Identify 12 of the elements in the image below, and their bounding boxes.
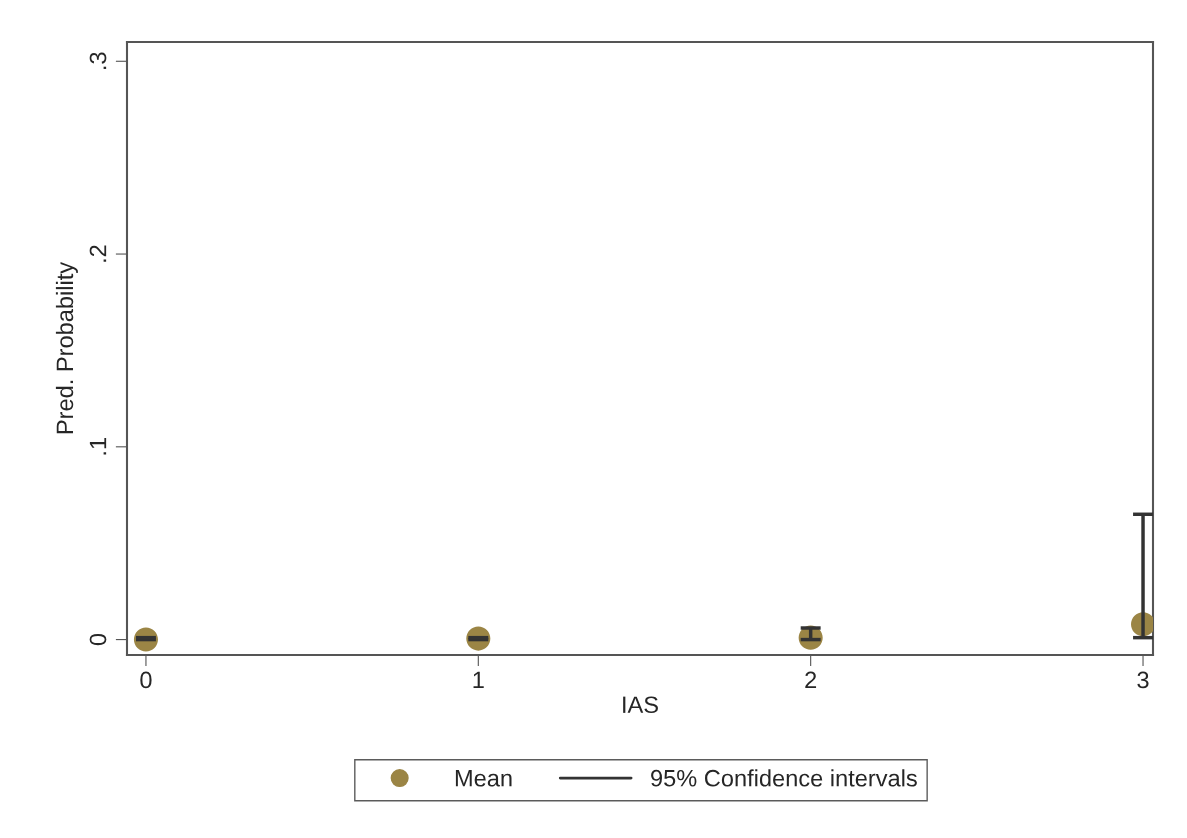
y-tick-label: .3	[89, 52, 107, 69]
x-tick-label: 3	[1137, 671, 1149, 689]
text: 95% Confidence intervals	[651, 769, 917, 787]
y-tick-label: 0	[89, 633, 107, 646]
legend-label: Mean	[455, 770, 512, 787]
y-tick-label: .1	[89, 438, 107, 455]
x-tick-label: 1	[473, 671, 484, 689]
y-tick-label: .2	[89, 245, 107, 262]
x-axis-title: IAS	[623, 696, 658, 714]
x-tick-label: 2	[805, 671, 817, 689]
x-tick-label: 0	[140, 671, 152, 689]
y-axis-title: Pred. Probability	[55, 261, 78, 434]
